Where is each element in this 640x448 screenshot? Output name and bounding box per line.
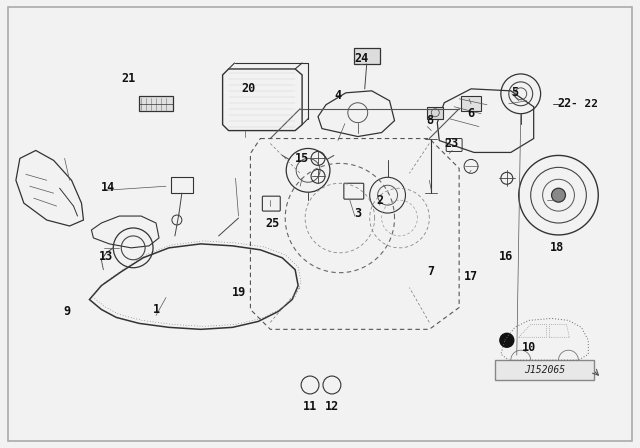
Circle shape [552, 188, 566, 202]
Text: 10: 10 [522, 341, 536, 354]
Text: 13: 13 [99, 250, 113, 263]
Text: 2: 2 [376, 194, 383, 207]
Text: 15: 15 [295, 152, 309, 165]
Text: 5: 5 [511, 86, 518, 99]
Text: 25: 25 [265, 216, 280, 229]
Text: 22: 22 [557, 97, 572, 110]
FancyBboxPatch shape [139, 96, 173, 111]
Text: 6: 6 [467, 107, 475, 120]
Text: 7: 7 [428, 265, 435, 278]
Text: 14: 14 [101, 181, 115, 194]
Text: 3: 3 [354, 207, 362, 220]
Text: 24: 24 [355, 52, 369, 65]
Text: 19: 19 [232, 286, 246, 299]
FancyBboxPatch shape [461, 96, 481, 111]
FancyBboxPatch shape [8, 7, 632, 441]
Text: 18: 18 [549, 241, 564, 254]
Text: 9: 9 [63, 305, 70, 318]
Text: 21: 21 [121, 73, 135, 86]
Circle shape [500, 333, 514, 347]
Text: 16: 16 [499, 250, 513, 263]
Text: 23: 23 [444, 137, 458, 150]
Text: 11: 11 [303, 401, 317, 414]
FancyBboxPatch shape [428, 107, 444, 119]
Text: 8: 8 [426, 114, 433, 127]
FancyBboxPatch shape [354, 48, 380, 64]
Text: 4: 4 [334, 89, 342, 102]
Text: J152065: J152065 [524, 365, 565, 375]
Text: 1: 1 [152, 303, 159, 316]
Text: 17: 17 [464, 270, 478, 283]
FancyBboxPatch shape [495, 360, 595, 380]
Text: - 22: - 22 [572, 99, 598, 109]
Text: 20: 20 [241, 82, 255, 95]
Text: 12: 12 [325, 401, 339, 414]
